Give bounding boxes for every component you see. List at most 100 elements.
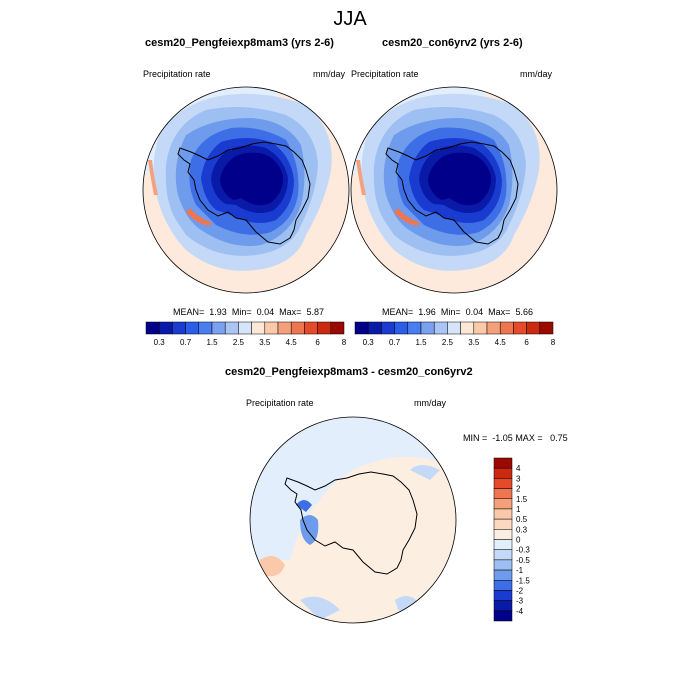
panel3-map-border: [249, 416, 457, 624]
colorbar-tick-label: 8: [551, 338, 556, 347]
colorbar-swatch: [493, 610, 513, 622]
colorbar-swatch: [499, 321, 514, 335]
colorbar-tick-label: -2: [516, 586, 524, 595]
colorbar-tick-label: 1.5: [415, 338, 427, 347]
panel2-colorbar: 0.3 0.7 1.5 2.5 3.5 4.5 6 8: [354, 321, 556, 347]
colorbar-swatch: [420, 321, 435, 335]
panel2-stats: MEAN= 1.96 Min= 0.04 Max= 5.66: [382, 307, 533, 317]
colorbar-tick-label: 0.7: [389, 338, 401, 347]
colorbar-swatch: [493, 467, 513, 479]
colorbar-tick-label: 0: [516, 536, 521, 545]
colorbar-tick-label: 6: [524, 338, 529, 347]
colorbar-tick-label: 0.5: [516, 515, 528, 524]
colorbar-swatch: [493, 488, 513, 499]
panel3-map: [250, 417, 456, 623]
colorbar-tick-label: -4: [516, 607, 524, 616]
colorbar-swatch: [493, 549, 513, 561]
colorbar-swatch: [407, 321, 422, 335]
colorbar-tick-label: 0.3: [516, 525, 528, 534]
colorbar-tick-label: 3.5: [468, 338, 480, 347]
colorbar-tick-label: 1.5: [206, 338, 218, 347]
colorbar-swatch: [172, 321, 186, 335]
colorbar-swatch: [145, 321, 160, 335]
colorbar-swatch: [493, 600, 513, 612]
colorbar-swatch: [493, 539, 513, 550]
colorbar-swatch: [493, 508, 513, 520]
colorbar-swatch: [526, 321, 541, 335]
panel1-map-border: [142, 86, 350, 294]
panel3-title: cesm20_Pengfeiexp8mam3 - cesm20_con6yrv2: [225, 366, 473, 378]
colorbar-swatch: [486, 321, 501, 335]
colorbar-swatch: [317, 321, 332, 335]
colorbar-tick-label: -1: [516, 566, 524, 575]
colorbar-swatch: [185, 321, 200, 335]
colorbar-swatch: [493, 580, 513, 591]
colorbar-tick-label: -0.5: [516, 556, 530, 565]
panel3-variable-label: Precipitation rate: [246, 398, 314, 408]
colorbar-tick-label: 8: [342, 338, 347, 347]
colorbar-tick-label: 1.5: [516, 495, 528, 504]
panel2-map-border: [350, 86, 558, 294]
diff-colorbar: 43 21.510.50.3 0-0.3-0.5-1-1.5-2 -3-4: [493, 457, 530, 622]
colorbar-swatch: [277, 321, 292, 335]
colorbar-swatch: [460, 321, 475, 335]
colorbar-tick-label: 4: [516, 464, 521, 473]
colorbar-swatch: [493, 478, 513, 489]
colorbar-swatch: [493, 518, 513, 530]
panel2-map: [351, 87, 557, 293]
colorbar-swatch: [447, 321, 461, 335]
colorbar-swatch: [224, 321, 239, 335]
colorbar-swatch: [330, 321, 345, 335]
colorbar-swatch: [433, 321, 448, 335]
panel3-units-label: mm/day: [414, 398, 447, 408]
colorbar-tick-label: 2.5: [442, 338, 454, 347]
colorbar-tick-label: -0.3: [516, 546, 530, 555]
colorbar-swatch: [473, 321, 488, 335]
panel1-variable-label: Precipitation rate: [143, 69, 211, 79]
panel1-map: [143, 87, 349, 293]
colorbar-swatch: [251, 321, 266, 335]
panel1-colorbar: 0.3 0.7 1.5 2.5 3.5 4.5 6 8: [145, 321, 347, 347]
figure-title: JJA: [333, 8, 367, 30]
colorbar-tick-label: 1: [516, 505, 521, 514]
colorbar-swatch: [354, 321, 369, 335]
colorbar-swatch: [238, 321, 252, 335]
colorbar-tick-label: 0.3: [154, 338, 166, 347]
colorbar-swatch: [493, 498, 513, 510]
colorbar-tick-label: 6: [315, 338, 320, 347]
colorbar-tick-label: -3: [516, 597, 524, 606]
colorbar-swatch: [493, 569, 513, 581]
panel1-title: cesm20_Pengfeiexp8mam3 (yrs 2-6): [145, 37, 334, 49]
colorbar-swatch: [381, 321, 395, 335]
panel3-stats: MIN = -1.05 MAX = 0.75: [463, 433, 568, 443]
colorbar-tick-label: 3.5: [259, 338, 271, 347]
colorbar-swatch: [493, 529, 513, 540]
colorbar-swatch: [211, 321, 226, 335]
colorbar-tick-label: -1.5: [516, 576, 530, 585]
colorbar-tick-label: 0.3: [363, 338, 375, 347]
colorbar-swatch: [367, 321, 382, 335]
colorbar-swatch: [539, 321, 554, 335]
colorbar-tick-label: 2.5: [233, 338, 245, 347]
colorbar-swatch: [493, 559, 513, 571]
panel1-units-label: mm/day: [313, 69, 346, 79]
colorbar-swatch: [493, 457, 513, 469]
panel1-stats: MEAN= 1.93 Min= 0.04 Max= 5.87: [173, 307, 324, 317]
colorbar-swatch: [198, 321, 213, 335]
colorbar-tick-label: 0.7: [180, 338, 192, 347]
colorbar-swatch: [264, 321, 279, 335]
colorbar-tick-label: 3: [516, 474, 521, 483]
colorbar-swatch: [304, 321, 318, 335]
colorbar-tick-label: 4.5: [495, 338, 507, 347]
colorbar-swatch: [513, 321, 527, 335]
colorbar-swatch: [394, 321, 409, 335]
panel2-units-label: mm/day: [520, 69, 553, 79]
colorbar-swatch: [290, 321, 305, 335]
colorbar-swatch: [493, 590, 513, 601]
panel2-variable-label: Precipitation rate: [351, 69, 419, 79]
colorbar-tick-label: 2: [516, 485, 521, 494]
colorbar-swatch: [158, 321, 173, 335]
panel2-title: cesm20_con6yrv2 (yrs 2-6): [382, 37, 523, 49]
colorbar-tick-label: 4.5: [286, 338, 298, 347]
